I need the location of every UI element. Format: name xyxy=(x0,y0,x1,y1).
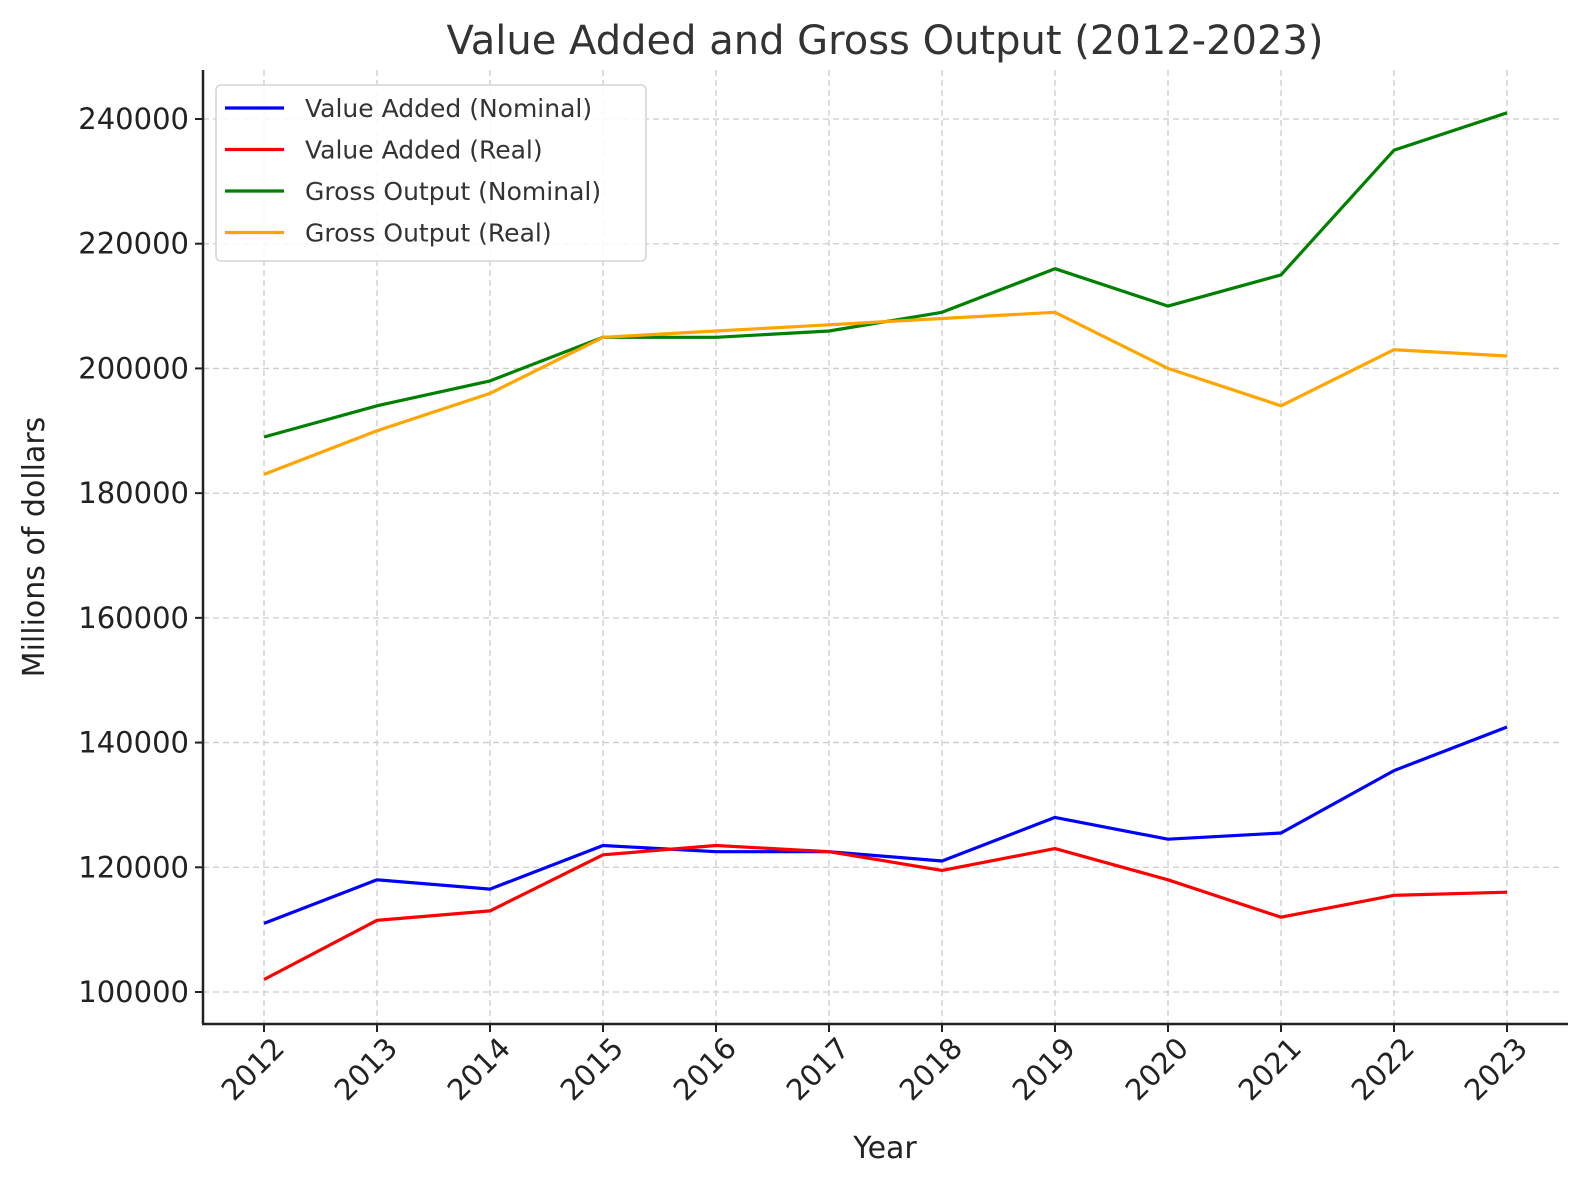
x-axis-label: Year xyxy=(852,1131,917,1166)
y-tick-label: 200000 xyxy=(78,351,189,385)
y-tick-label: 180000 xyxy=(78,476,189,510)
legend-item-gross-output-real: Gross Output (Real) xyxy=(225,219,552,248)
y-tick-label: 100000 xyxy=(78,975,189,1009)
y-tick-label: 240000 xyxy=(78,102,189,136)
y-tick-label: 120000 xyxy=(78,850,189,884)
y-axis-ticks: 100000 120000 140000 160000 180000 200000 2200… xyxy=(78,102,203,1009)
legend-label: Gross Output (Nominal) xyxy=(305,177,601,206)
x-tick-label: 2018 xyxy=(893,1031,969,1107)
legend: Value Added (Nominal) Value Added (Real) G… xyxy=(215,84,647,262)
legend-item-value-added-real: Value Added (Real) xyxy=(225,136,543,165)
x-tick-label: 2023 xyxy=(1458,1031,1534,1107)
y-tick-label: 160000 xyxy=(78,601,189,635)
series-line-gross-output-real xyxy=(263,310,1508,476)
y-axis-label: Millions of dollars xyxy=(17,417,52,678)
x-tick-label: 2015 xyxy=(554,1031,630,1107)
chart-title: Value Added and Gross Output (2012-2023) xyxy=(446,18,1323,64)
x-tick-label: 2013 xyxy=(328,1031,404,1107)
legend-label: Value Added (Real) xyxy=(305,136,543,165)
legend-item-gross-output-nominal: Gross Output (Nominal) xyxy=(225,177,601,206)
x-tick-label: 2012 xyxy=(215,1031,291,1107)
x-tick-label: 2014 xyxy=(441,1031,517,1107)
x-tick-label: 2019 xyxy=(1006,1031,1082,1107)
series-lines xyxy=(263,111,1508,981)
x-tick-label: 2022 xyxy=(1345,1031,1421,1107)
legend-label: Gross Output (Real) xyxy=(305,219,552,248)
y-gridlines xyxy=(203,118,1560,993)
x-axis-ticks: 2012 2013 2014 2015 2016 2017 2018 2019 2020 2021… xyxy=(215,1024,1534,1107)
y-tick-label: 140000 xyxy=(78,726,189,760)
x-tick-label: 2016 xyxy=(667,1031,743,1107)
legend-item-value-added-nominal: Value Added (Nominal) xyxy=(225,94,592,123)
x-tick-label: 2020 xyxy=(1119,1031,1195,1107)
y-tick-label: 220000 xyxy=(78,227,189,261)
legend-label: Value Added (Nominal) xyxy=(305,94,592,123)
series-line-value-added-real xyxy=(263,843,1508,981)
x-tick-label: 2021 xyxy=(1232,1031,1308,1107)
x-tick-label: 2017 xyxy=(780,1031,856,1107)
x-gridlines xyxy=(263,70,1508,1024)
legend-box xyxy=(215,84,647,262)
series-line-value-added-nominal xyxy=(263,725,1508,925)
